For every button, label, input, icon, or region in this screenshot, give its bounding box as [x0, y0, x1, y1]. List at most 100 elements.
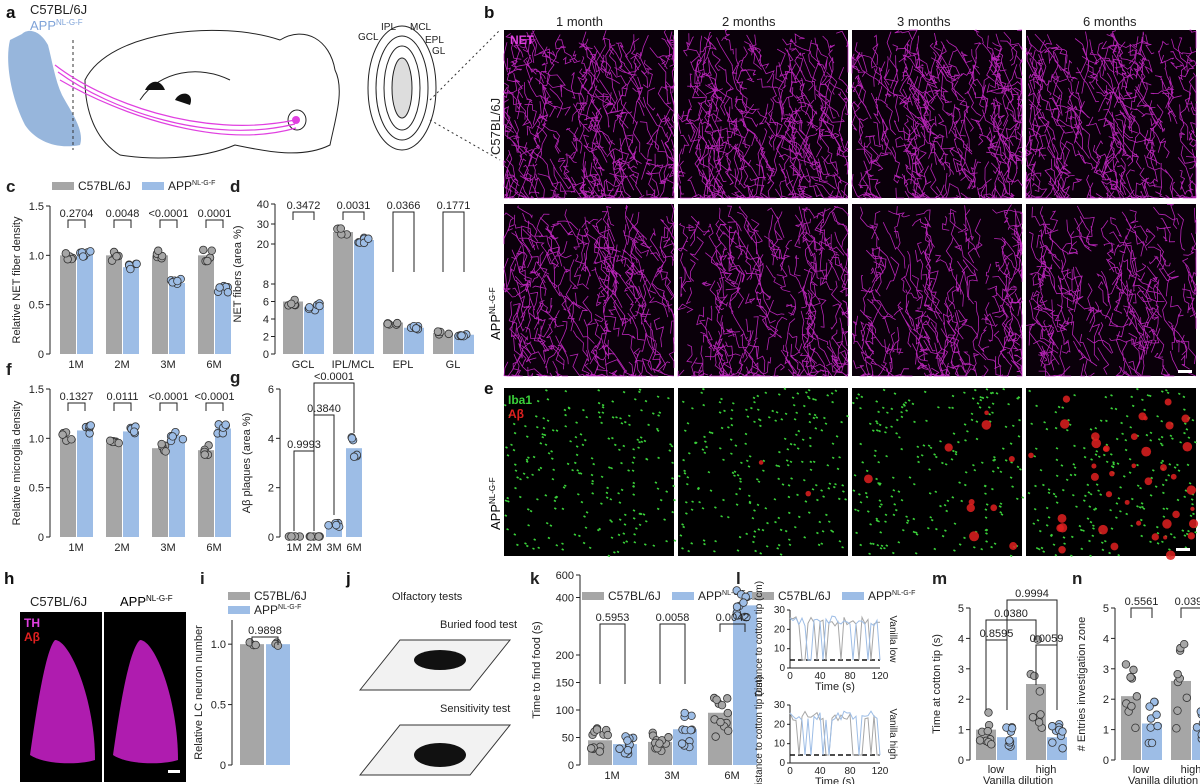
panel-c-y-tick-label: 1.5 — [29, 201, 44, 213]
panel-k-point-wt — [711, 732, 720, 741]
panel-d-y-axis-label: NET fibers (area %) — [232, 226, 244, 323]
panel-m-point-wt — [984, 708, 993, 717]
panel-l-x-tick-label: 120 — [872, 671, 889, 682]
panel-c-bar-wt — [152, 255, 168, 354]
iba1-image-4-plaque — [1130, 433, 1138, 441]
panel-d-y-tick-label: 8 — [263, 279, 269, 291]
iba1-image-4-plaque — [1187, 532, 1195, 540]
panel-l-y-tick-label: 20 — [774, 624, 786, 635]
lc-projection-3 — [59, 79, 297, 136]
panel-m-point-wt — [975, 736, 985, 745]
olfactory-title: Olfactory tests — [392, 591, 463, 603]
ob-coronal-outer — [367, 25, 437, 151]
panel-letter-c: c — [6, 177, 15, 196]
panel-k-pvalue-bracket-label: 0.0058 — [656, 612, 690, 624]
panel-letter-f: f — [6, 360, 12, 379]
panel-d-x-tick-label: EPL — [393, 359, 414, 371]
panel-n-y-tick-label: 1 — [1103, 725, 1109, 737]
panel-i-point-wt — [251, 640, 260, 650]
panel-c-pvalue-bracket — [113, 219, 132, 228]
strain-label-app: APPNL-G-F — [30, 18, 83, 33]
panel-m-y-tick-label: 0 — [958, 755, 964, 767]
panel-c-y-tick-label: 1.0 — [29, 250, 44, 262]
iba1-image-4-plaque — [1105, 491, 1113, 498]
panel-n-x-axis-label: Vanilla dilution — [1128, 775, 1198, 784]
panel-a: a C57BL/6J APPNL-G-F GCL IPL MCL EPL GL — [6, 2, 501, 161]
iba1-image-4-plaque — [1190, 506, 1195, 512]
panel-c-pvalue-bracket-label: 0.0048 — [106, 208, 140, 220]
panel-m-pvalue-bracket — [985, 619, 1037, 640]
scale-bar-h — [168, 770, 180, 773]
panel-k-x-tick-label: 6M — [724, 770, 739, 782]
panel-letter-e: e — [484, 379, 493, 398]
panel-n-pvalue-bracket — [1130, 607, 1153, 618]
iba1-image-4-plaque — [1098, 524, 1108, 535]
panel-m-y-tick-label: 2 — [958, 694, 964, 706]
iba1-image-3-plaque — [968, 499, 975, 505]
panel-i-bar-wt — [240, 644, 264, 765]
iba1-image-4-plaque — [1090, 472, 1099, 481]
panel-l-legend-swatch-app — [842, 592, 864, 600]
brain-inner-line — [139, 71, 231, 101]
iba1-image-4-plaque — [1181, 414, 1190, 423]
panel-l-y-tick-label: 0 — [779, 663, 785, 674]
panel-f-point-wt — [105, 436, 115, 445]
panel-c-bar-app — [123, 267, 139, 354]
layer-mcl: MCL — [410, 22, 432, 33]
panel-f: f 0 0.5 1.0 1.5 Relative microglia density 1M 0… — [6, 360, 235, 554]
lc-projection-1 — [54, 64, 296, 126]
iba1-image-3-plaque — [1009, 542, 1018, 550]
iba1-image-4-plaque — [1057, 513, 1067, 523]
iba1-marker-label: Iba1 — [508, 393, 532, 407]
iba1-image-3-plaque — [1008, 455, 1015, 462]
panel-l-y-tick-label: 20 — [774, 719, 786, 730]
panel-m-point-app — [1048, 738, 1057, 747]
panel-k-pvalue-bracket-label: 0.5953 — [596, 612, 630, 624]
panel-i-legend-wt: C57BL/6J — [254, 589, 307, 603]
panel-f-bar-wt — [106, 443, 122, 537]
panel-d-pvalue-bracket — [292, 211, 315, 220]
panel-c-legend-swatch-wt — [52, 182, 74, 190]
panel-d-point-app — [315, 301, 324, 311]
mouse-1 — [414, 650, 466, 670]
panel-f-y-tick-label: 0 — [38, 532, 44, 544]
panel-l-x-tick-label: 40 — [814, 766, 826, 777]
iba1-image-grid — [503, 387, 1199, 560]
panel-g-bar — [346, 448, 362, 537]
iba1-image-1 — [504, 388, 674, 556]
panel-l-trace-wt — [789, 710, 880, 756]
panel-f-bar-wt — [60, 438, 76, 537]
panel-c-pvalue-bracket — [205, 219, 224, 228]
iba1-image-4-plaque — [1143, 415, 1148, 421]
panel-d-x-tick-label: GL — [446, 359, 461, 371]
iba1-image-4-plaque — [1131, 463, 1137, 469]
panel-letter-b: b — [484, 3, 494, 22]
mouse-2 — [414, 743, 466, 767]
iba1-image-4-plaque — [1160, 464, 1167, 471]
panel-n-y-tick-label: 5 — [1103, 603, 1109, 615]
row-label-app: APPNL-G-F — [488, 287, 503, 340]
panel-f-y-tick-label: 1.0 — [29, 433, 44, 445]
panel-n-x-tick-label: low — [1133, 764, 1150, 776]
panel-m-point-app — [1058, 744, 1067, 753]
panel-d-point-wt — [444, 329, 453, 339]
panel-c-bar-wt — [60, 255, 76, 354]
panel-n-y-tick-label: 4 — [1103, 633, 1109, 645]
panel-f-point-app — [168, 432, 177, 441]
panel-c-legend-swatch-app — [142, 182, 164, 190]
panel-i-pvalue-bracket-label: 0.9898 — [248, 625, 282, 637]
panel-f-y-axis-label: Relative microglia density — [11, 400, 23, 525]
panel-d-x-tick-label: IPL/MCL — [332, 359, 375, 371]
panel-l-x-tick-label: 40 — [814, 671, 826, 682]
panel-d-y-tick-label: 20 — [257, 239, 269, 251]
panel-g-y-axis-label: Aβ plaques (area %) — [241, 413, 253, 514]
panel-c-x-tick-label: 2M — [114, 359, 129, 371]
panel-g: g 0 2 4 6 Aβ plaques (area %) 1M 2M 3M 6M 0.9993 0.… — [230, 368, 362, 554]
panel-i-y-tick-label: 0 — [220, 760, 226, 772]
panel-letter-l: l — [736, 569, 741, 588]
panel-m-point-app — [1048, 722, 1057, 731]
mouse-silhouette — [8, 30, 81, 147]
iba1-image-4-plaque — [1060, 419, 1070, 429]
panel-k-point-app — [732, 602, 742, 611]
panel-c-point-app — [215, 283, 224, 292]
